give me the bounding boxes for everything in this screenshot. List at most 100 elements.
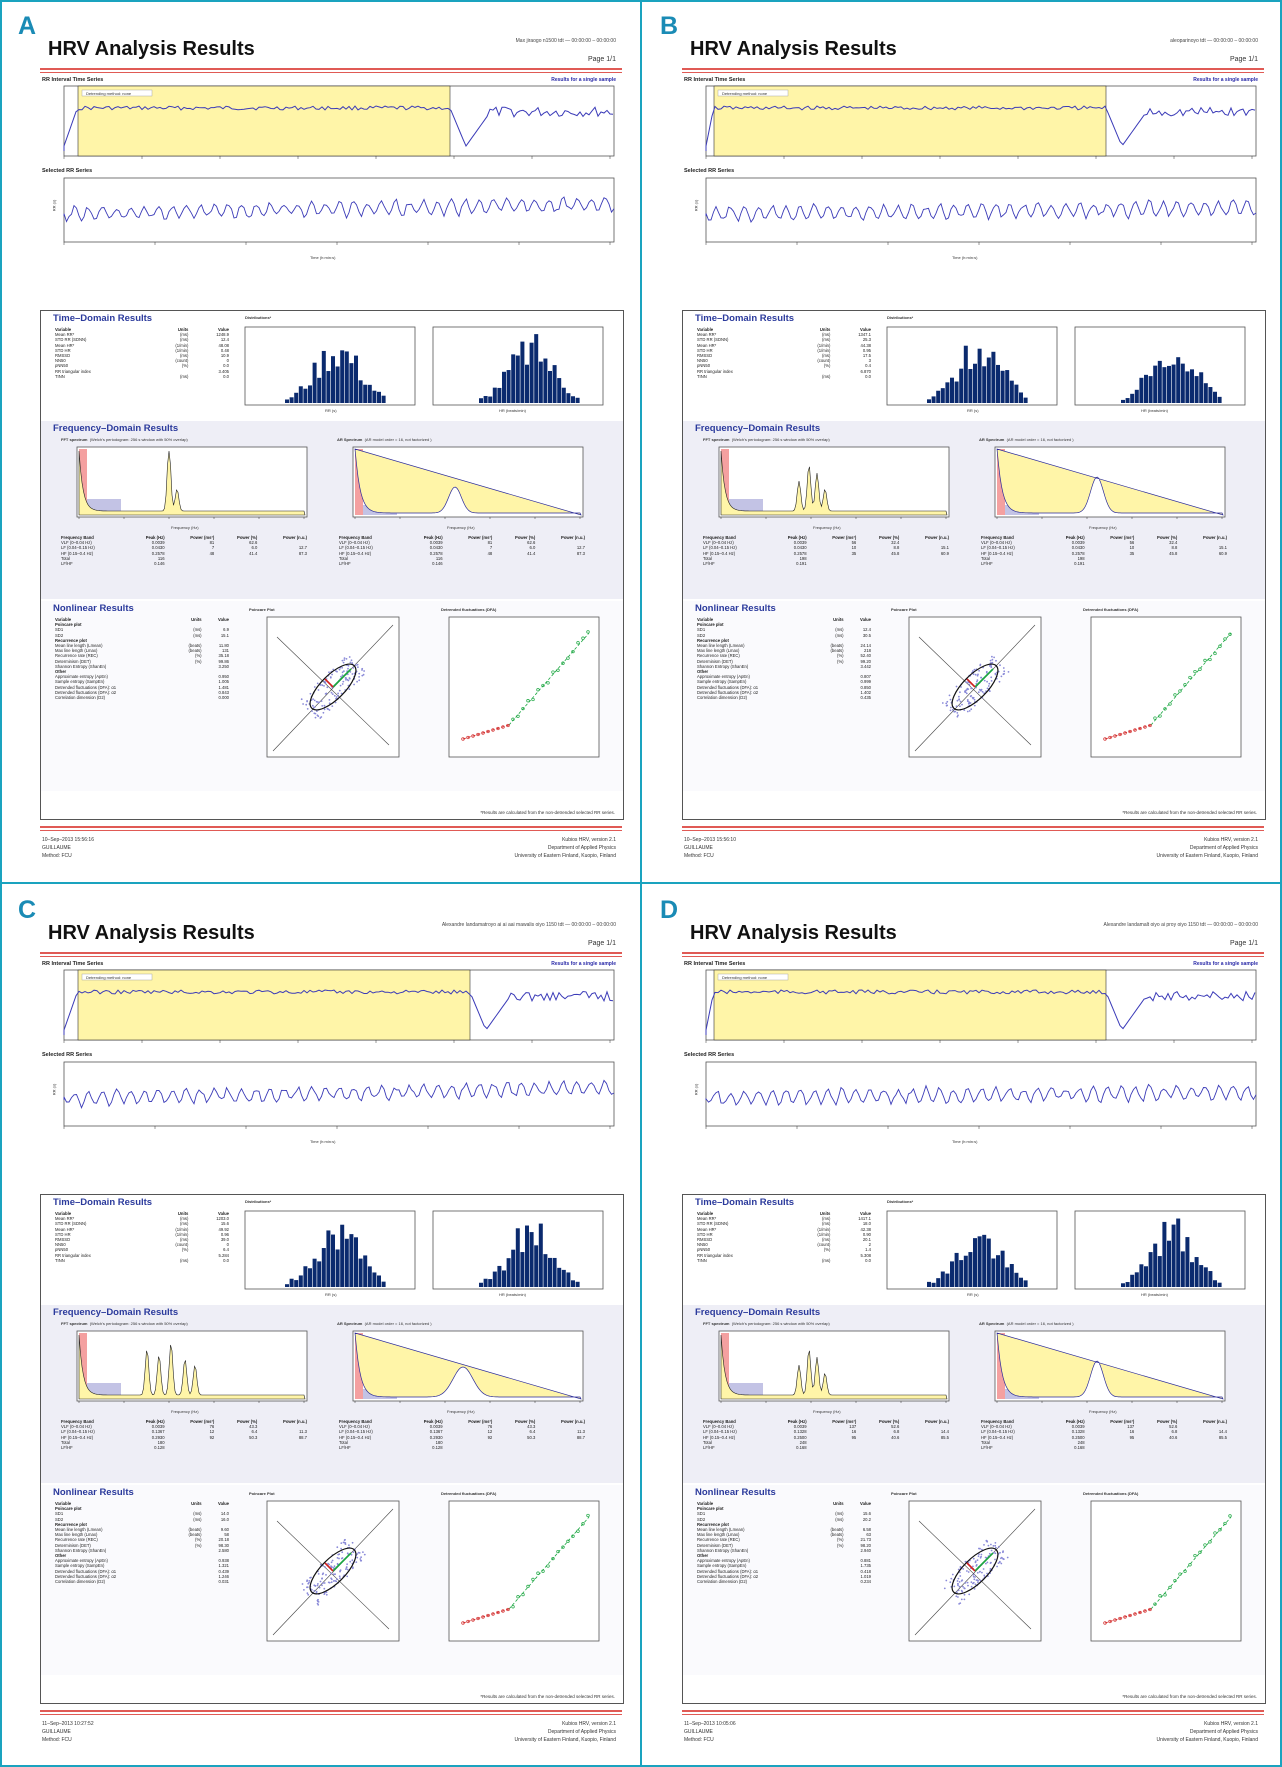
time-table-row-cell: 0	[226, 1242, 229, 1248]
report-title: HRV Analysis Results	[48, 922, 255, 944]
histogram-bar	[954, 1252, 959, 1287]
histogram-bar	[303, 1266, 308, 1287]
time-table-row-cell: 1347.1	[858, 332, 871, 338]
poincare-point	[317, 1601, 320, 1603]
freq-table-row: LF (0.04–0.15 Hz) 0.0430 7 6.0 12.7	[59, 545, 309, 550]
histogram-bar	[525, 1225, 529, 1287]
time-domain-table: Variable Units Value Mean RR* (ms) 1248.9 STD …	[53, 327, 231, 379]
histogram-bar	[950, 377, 954, 403]
dfa-point	[571, 649, 575, 654]
poincare-label: Poincare Plot	[891, 607, 917, 612]
poincare-point	[348, 1544, 350, 1547]
freq-table-row-cell: 6.0	[529, 545, 536, 551]
dfa-point	[1173, 1578, 1177, 1583]
nonlinear-table-row-cell: (%)	[195, 1537, 202, 1543]
freq-table-row-cell: 10	[1129, 545, 1135, 551]
report-panel-d: D HRV Analysis Results Alexandre landama…	[652, 892, 1272, 1760]
nonlinear-table-row-cell: Sample entropy (SampEn)	[697, 679, 747, 685]
dfa-point	[1218, 644, 1222, 648]
time-table-row-cell: 0.90	[862, 1231, 871, 1237]
histogram-bar	[936, 390, 941, 403]
dfa-point	[586, 630, 590, 634]
freq-table-row-cell	[494, 561, 537, 566]
poincare-point	[346, 1568, 349, 1571]
poincare-point	[335, 696, 338, 698]
poincare-point	[1007, 671, 1010, 673]
poincare-point	[341, 1551, 344, 1554]
poincare-point	[315, 1590, 318, 1593]
freq-table-row-cell: Total	[61, 555, 70, 561]
time-table-row-cell: (count)	[817, 1242, 831, 1248]
poincare-point	[302, 703, 304, 705]
time-table-row-cell: (count)	[175, 358, 189, 364]
perpendicular-line	[276, 1520, 390, 1630]
poincare-point	[324, 693, 327, 695]
histogram-bar	[1019, 392, 1023, 403]
freq-table-row-cell	[901, 561, 951, 566]
histogram-bar	[996, 1255, 1000, 1287]
freq-table-header-cell: Power (ms²)	[468, 1419, 493, 1424]
freq-table-row-cell: 116	[157, 555, 165, 561]
nonlinear-table-header-cell: Units	[833, 617, 844, 622]
nonlinear-table-row-cell: Detrended fluctuations (DFA): α1	[697, 1568, 759, 1574]
histogram-bar	[927, 1281, 931, 1287]
nonlinear-table-row: Shannon Entropy (ShanEn) 3.442	[695, 664, 873, 669]
time-table-header-cell: Variable	[55, 1211, 72, 1216]
time-table-row-cell: (1/min)	[175, 1226, 189, 1232]
histogram-bar	[1162, 367, 1167, 403]
nonlinear-table-row-cell: (ms)	[193, 632, 202, 638]
time-table-row-cell: STD HR	[55, 1231, 71, 1237]
time-domain-table: Variable Units Value Mean RR* (ms) 1417.1 STD …	[695, 1211, 873, 1263]
nonlinear-table-row: Sample entropy (SampEn) 1.735	[695, 1563, 873, 1568]
poincare-point	[950, 1577, 953, 1580]
dfa-point	[526, 699, 530, 703]
time-table-row-cell: TINN	[697, 373, 707, 379]
nonlinear-table-row-cell: 1.005	[218, 679, 229, 685]
freq-table-row-cell	[537, 1445, 587, 1450]
nonlinear-heading: Nonlinear Results	[695, 1487, 776, 1498]
footer-rule	[682, 826, 1264, 828]
freq-table-row-cell: 60.9	[940, 550, 949, 556]
freq-table-row: VLF (0–0.04 Hz) 0.0039 81 62.6	[337, 540, 587, 545]
ar-band-table: Frequency Band Peak (Hz) Power (ms²) Power …	[337, 535, 587, 566]
nonlinear-table-row: Approximate entropy (ApEn) 0.950	[53, 674, 231, 679]
histogram-bar	[381, 395, 386, 403]
poincare-point	[982, 1568, 985, 1570]
rr-axis-label: RR (s)	[693, 1083, 699, 1096]
poincare-point	[330, 1561, 333, 1564]
poincare-point	[993, 656, 995, 659]
nonlinear-table-header: Variable Units Value	[53, 617, 231, 622]
footer-rule	[682, 1710, 1264, 1712]
dfa-point	[541, 1569, 545, 1573]
poincare-point	[340, 1542, 343, 1544]
nonlinear-table-row-cell: 0.938	[218, 1558, 229, 1564]
poincare-point	[990, 676, 993, 679]
time-table-row-cell: Mean RR*	[697, 332, 717, 338]
nonlinear-table-row-cell: Correlation dimension (D2)	[697, 1579, 748, 1585]
dfa-point	[506, 1607, 510, 1612]
method-name: Method: FCU	[42, 853, 72, 859]
time-table-row-cell: (ms)	[180, 1257, 189, 1263]
poincare-point	[338, 1557, 340, 1560]
freq-table-row-cell: 52.6	[891, 1424, 900, 1430]
freq-table-header-cell: Power (n.u.)	[925, 535, 949, 540]
freq-table-row-cell: VLF (0–0.04 Hz)	[61, 1424, 92, 1430]
time-table-row-cell: (ms)	[180, 373, 189, 379]
freq-table-row-cell: 60.9	[1218, 550, 1227, 556]
fft-label: FFT spectrum (Welch's periodogram: 256 s…	[61, 1321, 188, 1326]
histogram-bar	[529, 342, 534, 403]
freq-table-row-cell: 0.2578	[429, 550, 443, 556]
dfa-point	[1118, 1616, 1122, 1621]
poincare-point	[976, 679, 979, 682]
histogram-bar	[575, 397, 580, 403]
nonlinear-table-row: Determinism (DET) (%) 99.20	[695, 659, 873, 664]
poincare-point	[343, 659, 346, 661]
histogram-bar	[968, 1252, 973, 1287]
department: Department of Applied Physics	[547, 1729, 616, 1735]
freq-table-row-cell: 0.2578	[1071, 550, 1085, 556]
dfa-point	[1178, 689, 1182, 693]
freq-table-row-cell: LF (0.04–0.15 Hz)	[61, 1429, 95, 1435]
poincare-point	[999, 664, 1001, 667]
hr-histogram-axis: HR (beats/min)	[1141, 1292, 1168, 1297]
freq-table-header-cell: Frequency Band	[981, 535, 1014, 540]
